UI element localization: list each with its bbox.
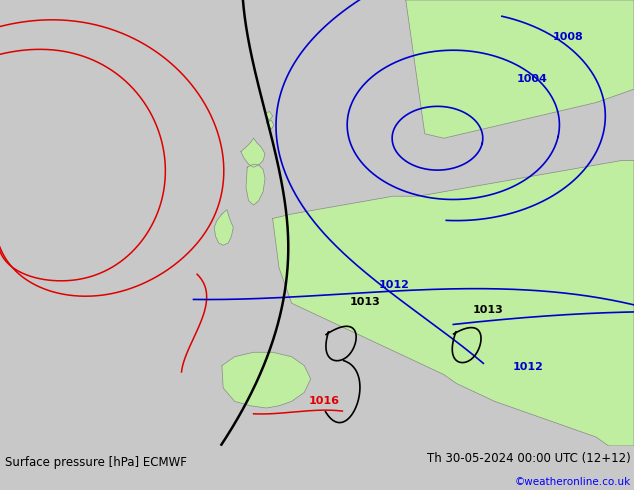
Text: ©weatheronline.co.uk: ©weatheronline.co.uk xyxy=(515,477,631,487)
Text: 1016: 1016 xyxy=(309,396,340,406)
Text: 1013: 1013 xyxy=(350,297,381,307)
Polygon shape xyxy=(273,161,634,446)
Text: 1004: 1004 xyxy=(517,74,548,84)
Polygon shape xyxy=(241,138,265,167)
Text: 1012: 1012 xyxy=(512,362,543,371)
Text: 1008: 1008 xyxy=(552,31,583,42)
Polygon shape xyxy=(214,210,233,245)
Polygon shape xyxy=(266,121,274,129)
Polygon shape xyxy=(406,0,634,138)
Polygon shape xyxy=(246,164,265,205)
Polygon shape xyxy=(222,352,311,408)
Polygon shape xyxy=(265,112,273,121)
Text: 1012: 1012 xyxy=(379,280,410,291)
Text: 1013: 1013 xyxy=(472,305,503,315)
Text: Surface pressure [hPa] ECMWF: Surface pressure [hPa] ECMWF xyxy=(5,456,187,469)
Text: Th 30-05-2024 00:00 UTC (12+12): Th 30-05-2024 00:00 UTC (12+12) xyxy=(427,452,631,465)
